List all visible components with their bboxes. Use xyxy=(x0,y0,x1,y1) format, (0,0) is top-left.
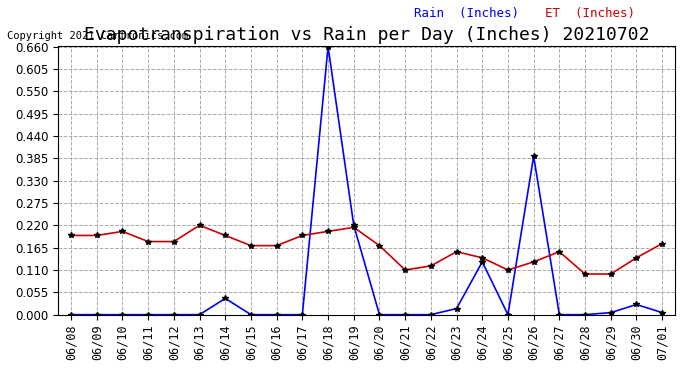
Text: Rain  (Inches): Rain (Inches) xyxy=(414,7,519,20)
Text: Copyright 2021 Cartronics.com: Copyright 2021 Cartronics.com xyxy=(7,32,188,41)
Title: Evapotranspiration vs Rain per Day (Inches) 20210702: Evapotranspiration vs Rain per Day (Inch… xyxy=(84,26,649,44)
Text: ET  (Inches): ET (Inches) xyxy=(545,7,635,20)
